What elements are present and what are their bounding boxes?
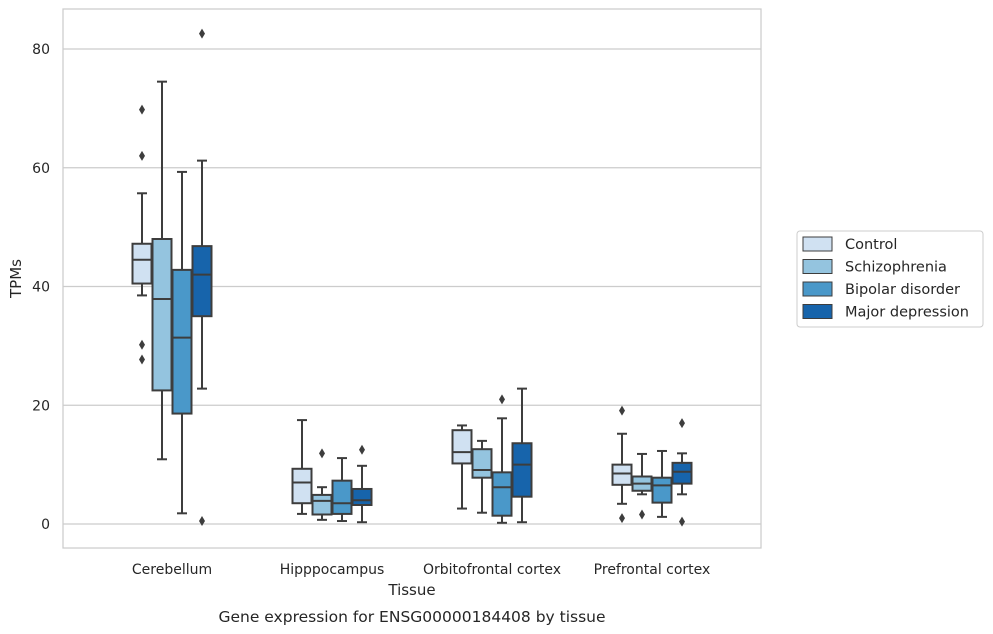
box-schizophrenia-3 [631,452,653,520]
legend-swatch [802,236,833,252]
legend-swatch [802,281,833,297]
x-tick-label: Orbitofrontal cortex [423,562,561,578]
legend-frame [796,230,984,328]
outlier-point [359,444,365,455]
legend-label: Major depression [845,305,969,321]
legend: Control Schizophrenia Bipolar disorder Majo… [796,230,984,328]
box-iqr [671,461,693,485]
box-major-depression-0 [191,28,213,527]
box-major-depression-3 [671,418,693,527]
box-iqr [331,479,353,515]
legend-label: Schizophrenia [845,260,947,276]
box-bipolar-disorder-3 [651,449,673,518]
box-bipolar-disorder-0 [171,170,193,515]
box-iqr [191,245,213,318]
box-iqr [291,467,313,505]
box-iqr [491,471,513,517]
x-axis-ticks: Cerebellum Hipppocampus Orbitofrontal cort… [132,562,710,578]
x-tick-label: Hipppocampus [280,562,385,578]
outlier-point [499,394,505,405]
legend-swatch [802,304,833,319]
y-tick-label: 80 [32,42,50,58]
box-major-depression-2 [511,387,533,524]
box-iqr [351,487,373,506]
outlier-point [199,516,205,527]
box-iqr [471,448,493,479]
y-axis-ticks: 0 20 40 60 80 [32,42,50,533]
box-major-depression-1 [351,444,373,524]
legend-label: Control [845,237,897,253]
outlier-point [139,339,145,350]
box-iqr [131,242,153,285]
x-axis-label: Tissue [387,581,435,599]
outlier-point [139,104,145,115]
outlier-point [679,418,685,429]
box-schizophrenia-0 [151,80,173,461]
box-iqr [171,268,193,415]
box-iqr [451,429,473,465]
box-schizophrenia-2 [471,439,493,514]
box-iqr [611,463,633,486]
chart-caption: Gene expression for ENSG00000184408 by t… [218,608,605,626]
legend-label: Bipolar disorder [845,282,960,298]
outlier-point [319,448,325,459]
y-tick-label: 20 [32,398,50,414]
y-tick-label: 40 [32,280,50,296]
box-bipolar-disorder-2 [491,394,513,524]
y-axis-label: TPMs [7,259,25,299]
box-control-2 [451,424,473,510]
box-control-1 [291,419,313,515]
outlier-point [139,354,145,365]
outlier-point [619,513,625,524]
outlier-point [199,28,205,39]
box-control-3 [611,405,633,524]
x-tick-label: Prefrontal cortex [594,562,711,578]
outlier-point [619,405,625,416]
outlier-point [679,516,685,527]
plot-frame [62,8,762,549]
y-tick-label: 0 [41,517,50,533]
box-iqr [651,476,673,504]
x-tick-label: Cerebellum [132,562,212,578]
box-iqr [151,238,173,392]
box-iqr [311,493,333,516]
outlier-point [639,509,645,520]
plot-boxes [131,28,693,527]
y-tick-label: 60 [32,161,50,177]
box-control-0 [131,104,153,365]
box-bipolar-disorder-1 [331,457,353,523]
legend-swatch [802,259,833,274]
box-iqr [511,442,533,498]
box-schizophrenia-1 [311,448,333,521]
outlier-point [139,150,145,161]
